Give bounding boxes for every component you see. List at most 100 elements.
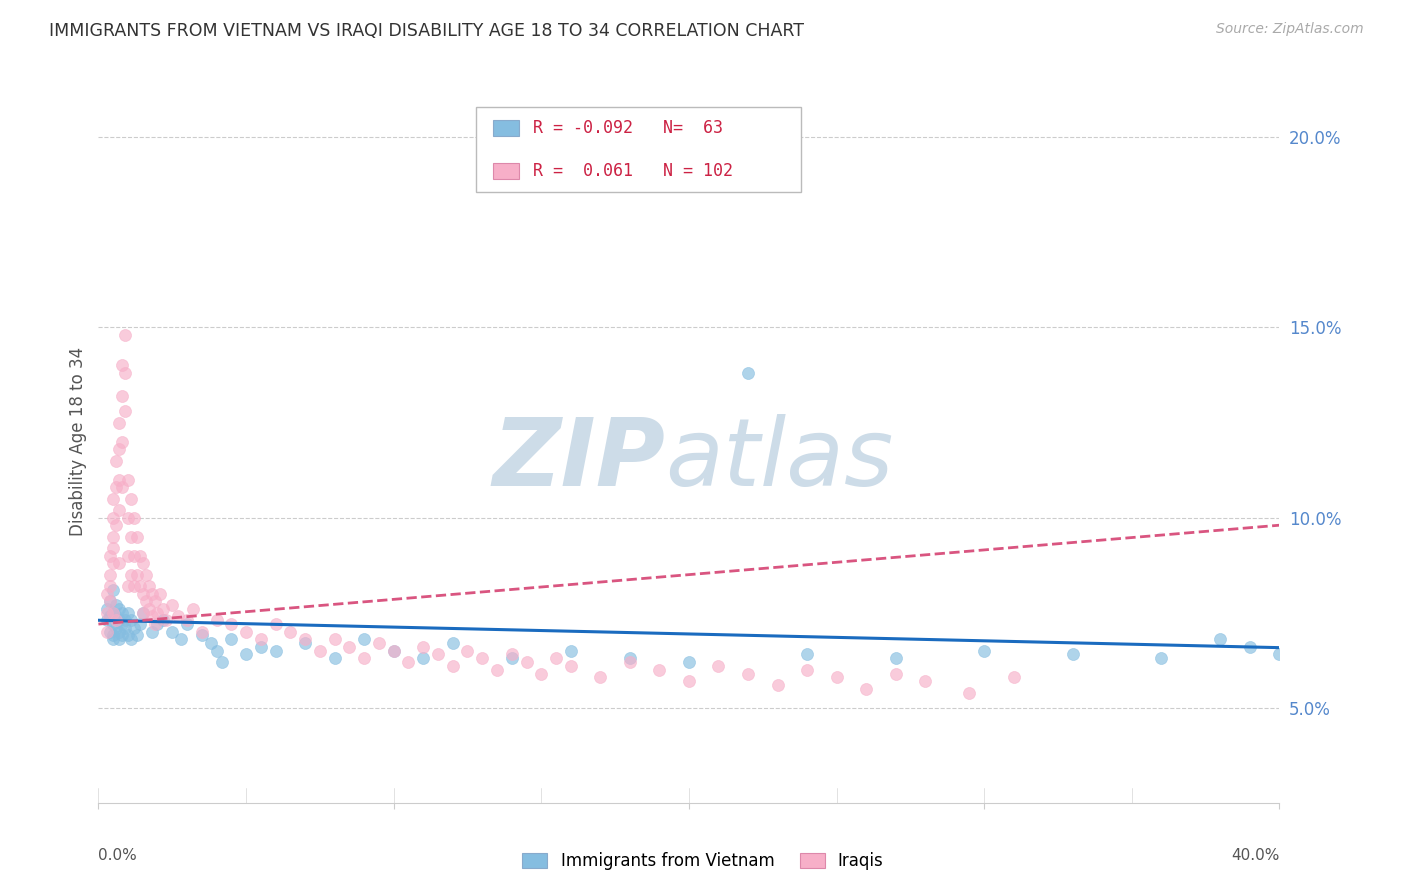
Point — [146, 617, 169, 632]
Point — [427, 648, 450, 662]
Point — [108, 624, 131, 639]
Point — [103, 541, 125, 555]
Point — [264, 617, 287, 632]
Point — [103, 606, 125, 620]
Point — [884, 666, 907, 681]
Point — [98, 594, 121, 608]
Point — [108, 556, 131, 570]
Point — [678, 655, 700, 669]
Point — [200, 636, 222, 650]
Point — [737, 366, 759, 380]
Point — [103, 632, 125, 647]
Point — [516, 655, 538, 669]
Point — [141, 624, 163, 639]
Point — [973, 643, 995, 657]
Point — [125, 628, 148, 642]
Point — [132, 587, 155, 601]
Point — [128, 549, 150, 563]
Point — [176, 613, 198, 627]
Point — [560, 659, 582, 673]
Point — [114, 613, 136, 627]
Point — [128, 579, 150, 593]
Point — [96, 587, 118, 601]
Point — [103, 510, 125, 524]
Point — [152, 602, 174, 616]
Point — [135, 594, 157, 608]
Bar — [494, 163, 519, 179]
Bar — [494, 120, 519, 136]
Point — [114, 328, 136, 343]
Point — [264, 643, 287, 657]
Point — [176, 617, 198, 632]
Point — [108, 632, 131, 647]
Point — [117, 510, 139, 524]
Point — [560, 643, 582, 657]
Point — [111, 389, 134, 403]
Point — [368, 636, 391, 650]
Point — [162, 624, 183, 639]
Point — [619, 651, 641, 665]
Point — [323, 632, 346, 647]
Point — [117, 473, 139, 487]
Text: 0.0%: 0.0% — [98, 848, 138, 863]
Point — [105, 518, 128, 533]
Point — [1062, 648, 1084, 662]
Point — [105, 453, 128, 467]
Point — [96, 606, 118, 620]
Point — [122, 510, 145, 524]
Point — [117, 628, 139, 642]
Point — [96, 602, 118, 616]
Point — [191, 628, 214, 642]
Point — [117, 579, 139, 593]
Point — [103, 530, 125, 544]
Point — [914, 674, 936, 689]
Point — [825, 670, 848, 684]
Point — [105, 621, 128, 635]
Point — [501, 648, 523, 662]
Point — [125, 530, 148, 544]
Point — [191, 624, 214, 639]
Point — [1150, 651, 1173, 665]
Point — [457, 643, 479, 657]
Point — [103, 582, 125, 597]
Text: IMMIGRANTS FROM VIETNAM VS IRAQI DISABILITY AGE 18 TO 34 CORRELATION CHART: IMMIGRANTS FROM VIETNAM VS IRAQI DISABIL… — [49, 22, 804, 40]
Point — [221, 632, 243, 647]
Legend: Immigrants from Vietnam, Iraqis: Immigrants from Vietnam, Iraqis — [516, 846, 890, 877]
Point — [111, 434, 134, 449]
Point — [280, 624, 302, 639]
Point — [98, 549, 121, 563]
Point — [114, 621, 136, 635]
Point — [170, 632, 193, 647]
Point — [1268, 648, 1291, 662]
Point — [98, 567, 121, 582]
Point — [132, 606, 155, 620]
Point — [441, 659, 464, 673]
Point — [294, 632, 316, 647]
Point — [98, 579, 121, 593]
Point — [120, 491, 142, 506]
Point — [382, 643, 405, 657]
Text: R =  0.061   N = 102: R = 0.061 N = 102 — [533, 162, 733, 180]
Point — [98, 624, 121, 639]
Point — [146, 606, 169, 620]
Point — [382, 643, 405, 657]
Point — [648, 663, 671, 677]
Point — [149, 587, 172, 601]
Point — [114, 366, 136, 380]
Point — [141, 609, 163, 624]
Point — [138, 579, 160, 593]
Point — [111, 628, 134, 642]
Point — [339, 640, 361, 654]
Point — [111, 480, 134, 494]
Point — [235, 648, 257, 662]
Point — [108, 416, 131, 430]
Point — [707, 659, 730, 673]
Point — [152, 613, 174, 627]
Point — [143, 594, 166, 608]
Point — [105, 609, 128, 624]
Point — [108, 613, 131, 627]
Point — [117, 549, 139, 563]
Point — [128, 617, 150, 632]
Point — [117, 606, 139, 620]
Point — [855, 681, 877, 696]
